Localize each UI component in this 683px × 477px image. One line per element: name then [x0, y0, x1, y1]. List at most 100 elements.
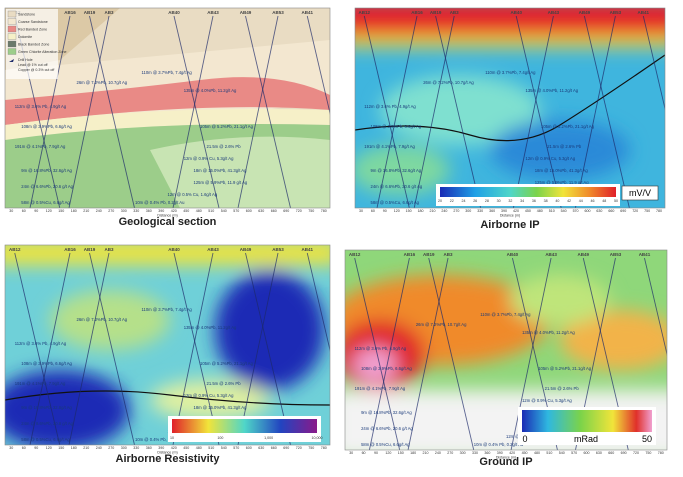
- legend-label: Dolomite: [18, 35, 32, 39]
- distance-tick: 90: [34, 446, 38, 450]
- intercept-label: 26m @ 7.2%Pb, 10.7g/t Ag: [77, 317, 128, 322]
- hole-label: AB3: [444, 252, 453, 257]
- distance-tick: 60: [22, 446, 26, 450]
- intercept-label: 24m @ 6.6%Pb, 20.6 g/t Ag: [21, 184, 73, 189]
- distance-tick: 150: [58, 446, 64, 450]
- distance-tick: 420: [513, 209, 519, 213]
- colorbar-label: 100: [217, 436, 223, 440]
- legend-label: Black Banded Zone: [18, 43, 49, 47]
- distance-tick: 60: [371, 209, 375, 213]
- distance-tick: 240: [96, 209, 102, 213]
- distance-tick: 420: [509, 451, 515, 455]
- distance-tick: 780: [656, 209, 662, 213]
- panel-caption: Geological section: [119, 216, 217, 228]
- distance-tick: 180: [71, 209, 77, 213]
- hole-label: AB3: [450, 10, 459, 15]
- panel-caption: Airborne Resistivity: [116, 453, 221, 465]
- intercept-label: 108m @ 3.9%Pb, 6.6g/t Ag: [371, 124, 422, 129]
- legend-swatch: [8, 49, 16, 55]
- intercept-label: 26m @ 7.2%Pb, 10.7g/t Ag: [77, 80, 128, 85]
- hole-label: AB12: [349, 252, 361, 257]
- legend-swatch: [8, 34, 16, 40]
- distance-tick: 630: [596, 209, 602, 213]
- intercept-label: 105m @ 5.2%Pb, 21.1g/t Ag: [541, 124, 595, 129]
- hole-label: AB16: [411, 10, 423, 15]
- intercept-label: 24m @ 6.6%Pb, 20.6 g/t Ag: [361, 426, 413, 431]
- colorbar-label: 42: [567, 199, 571, 203]
- distance-tick: 450: [183, 209, 189, 213]
- distance-tick: 540: [561, 209, 567, 213]
- distance-tick: 750: [644, 209, 650, 213]
- intercept-label: 58m @ 0.5%Cu, 6.6g/t Ag: [21, 200, 70, 205]
- hole-label: AB3: [104, 10, 113, 15]
- hole-label: AB40: [507, 252, 519, 257]
- colorbar-label: 30: [497, 199, 501, 203]
- intercept-label: 21.5m @ 2.6% Pb: [207, 144, 242, 149]
- distance-tick: 240: [435, 451, 441, 455]
- colorbar-label: 10: [170, 436, 174, 440]
- distance-tick: 210: [83, 446, 89, 450]
- colorbar-label: 38: [544, 199, 548, 203]
- distance-tick: 330: [472, 451, 478, 455]
- hole-label: AB43: [545, 252, 557, 257]
- intercept-label: 135m @ 4.0%Pb, 11.2g/t Ag: [522, 330, 575, 335]
- intercept-label: 110m @ 3.7%Pb, 7.4g/t Ag: [480, 312, 531, 317]
- legend-label: Coarse Sandstone: [18, 20, 48, 24]
- distance-tick: 420: [171, 209, 177, 213]
- distance-tick: 690: [620, 209, 626, 213]
- colorbar-label: 0: [522, 434, 527, 444]
- colorbar-label: 50: [614, 199, 618, 203]
- distance-tick: 330: [477, 209, 483, 213]
- distance-tick: 270: [108, 209, 114, 213]
- intercept-label: 108m @ 3.9%Pb, 6.6g/t Ag: [21, 124, 72, 129]
- distance-tick: 780: [658, 451, 664, 455]
- distance-tick: 360: [489, 209, 495, 213]
- distance-tick: 300: [465, 209, 471, 213]
- distance-tick: 390: [158, 446, 164, 450]
- hole-label: AB49: [579, 10, 591, 15]
- distance-tick: 120: [394, 209, 400, 213]
- distance-tick: 600: [246, 446, 252, 450]
- intercept-label: 18m @ 15.0%Pb, 41.3g/t Ag: [194, 168, 248, 173]
- distance-tick: 660: [271, 209, 277, 213]
- colorbar-label: 32: [508, 199, 512, 203]
- distance-tick: 570: [573, 209, 579, 213]
- intercept-label: 10m @ 0.4% Pb, 0.2g/t Au: [135, 200, 185, 205]
- intercept-label: 21.5m @ 2.6% Pb: [207, 381, 242, 386]
- distance-tick: 390: [158, 209, 164, 213]
- distance-tick: 660: [608, 209, 614, 213]
- distance-tick: 510: [546, 451, 552, 455]
- hole-label: AB19: [430, 10, 442, 15]
- distance-tick: 30: [9, 446, 13, 450]
- hole-label: AB49: [240, 247, 252, 252]
- distance-tick: 270: [447, 451, 453, 455]
- distance-tick: 360: [146, 209, 152, 213]
- drill-legend-label: Drill Hole: [18, 58, 33, 62]
- intercept-label: 26m @ 7.2%Pb, 10.7g/t Ag: [423, 80, 474, 85]
- distance-tick: 180: [71, 446, 77, 450]
- distance-tick: 150: [398, 451, 404, 455]
- hole-label: AB19: [84, 10, 96, 15]
- intercept-label: 112m @ 3.6% Pb, 4.9g/t Ag: [15, 341, 67, 346]
- intercept-label: 135m @ 4.0%Pb, 11.2g/t Ag: [526, 88, 579, 93]
- colorbar: [522, 410, 652, 432]
- distance-tick: 60: [362, 451, 366, 455]
- distance-tick: 120: [46, 209, 52, 213]
- hole-label: AB40: [510, 10, 522, 15]
- distance-tick: 660: [608, 451, 614, 455]
- hole-label: AB43: [207, 10, 219, 15]
- drill-legend-label: Lead @ 1% cut off: [18, 63, 48, 67]
- distance-tick: 750: [308, 209, 314, 213]
- intercept-label: 125m @ 5.9%Pb, 11.9 g/t Ag: [194, 180, 248, 185]
- distance-tick: 780: [321, 209, 327, 213]
- distance-tick: 240: [96, 446, 102, 450]
- legend-label: Red Banded Zone: [18, 28, 47, 32]
- hole-label: AB43: [207, 247, 219, 252]
- colorbar-label: mRad: [574, 434, 598, 444]
- intercept-label: 110m @ 3.7%Pb, 7.4g/t Ag: [142, 307, 193, 312]
- distance-tick: 120: [385, 451, 391, 455]
- hole-label: AB16: [404, 252, 416, 257]
- intercept-label: 12m @ 0.5% Cu, 1.6g/t Ag: [168, 192, 218, 197]
- distance-tick: 30: [349, 451, 353, 455]
- distance-tick: 270: [108, 446, 114, 450]
